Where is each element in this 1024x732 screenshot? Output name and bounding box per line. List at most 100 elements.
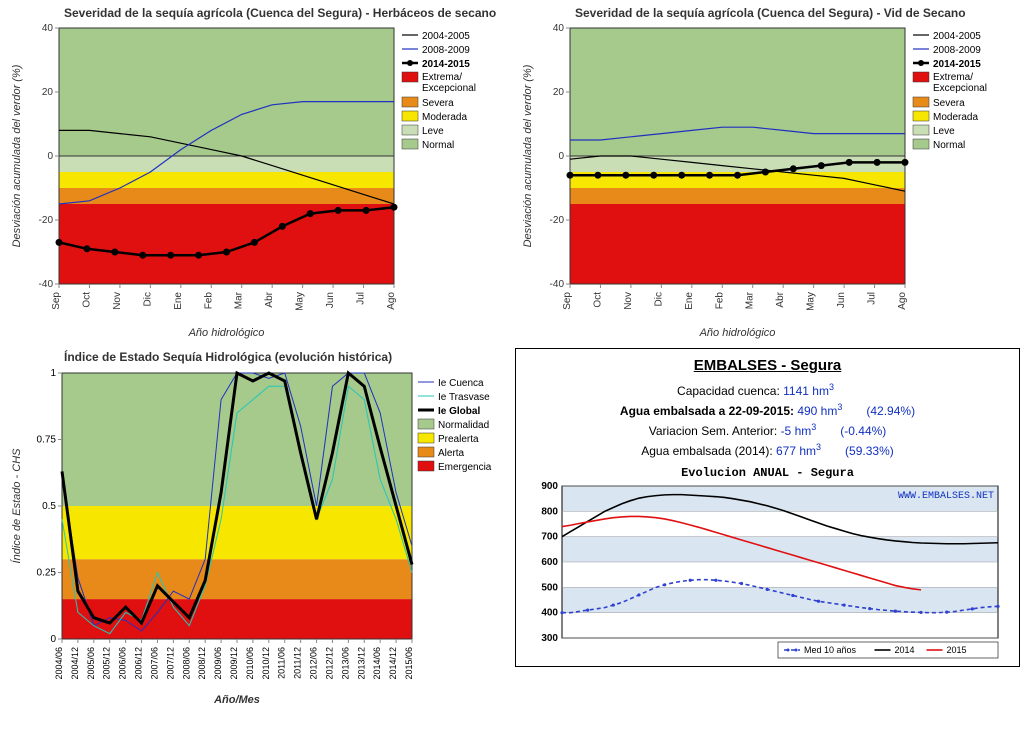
severity-band bbox=[59, 156, 394, 172]
svg-text:Normal: Normal bbox=[933, 140, 965, 151]
svg-text:Jul: Jul bbox=[356, 292, 367, 305]
svg-text:0: 0 bbox=[47, 151, 53, 162]
svg-text:400: 400 bbox=[541, 608, 558, 619]
svg-text:2009/06: 2009/06 bbox=[213, 647, 223, 680]
embalses-chart-svg: 300400500600700800900WWW.EMBALSES.NETMed… bbox=[526, 482, 1004, 662]
svg-text:Ie Global: Ie Global bbox=[438, 406, 480, 417]
series-marker bbox=[734, 172, 741, 179]
severity-band bbox=[59, 204, 394, 284]
svg-text:Excepcional: Excepcional bbox=[422, 83, 476, 94]
series-marker bbox=[335, 207, 342, 214]
embalses-row: Capacidad cuenca: 1141 hm3 bbox=[526, 382, 1009, 398]
svg-text:Ene: Ene bbox=[173, 292, 184, 310]
svg-text:Excepcional: Excepcional bbox=[933, 83, 987, 94]
svg-text:Mar: Mar bbox=[234, 292, 245, 310]
index-band bbox=[62, 373, 412, 506]
index-band bbox=[62, 506, 412, 559]
svg-text:May: May bbox=[295, 292, 306, 311]
series-marker bbox=[818, 162, 825, 169]
severity-band bbox=[59, 28, 394, 156]
svg-text:2008/06: 2008/06 bbox=[181, 647, 191, 680]
svg-text:2015: 2015 bbox=[947, 645, 967, 655]
svg-text:Nov: Nov bbox=[623, 292, 634, 310]
chart-title: Severidad de la sequía agrícola (Cuenca … bbox=[575, 6, 1020, 20]
svg-text:2010/12: 2010/12 bbox=[261, 647, 271, 680]
svg-text:2006/12: 2006/12 bbox=[134, 647, 144, 680]
series-marker bbox=[167, 252, 174, 259]
chart-svg: -40-2002040SepOctNovDicEneFebMarAbrMayJu… bbox=[4, 22, 504, 342]
series-marker bbox=[650, 172, 657, 179]
svg-text:2004-2005: 2004-2005 bbox=[933, 31, 981, 42]
svg-text:Normalidad: Normalidad bbox=[438, 420, 489, 431]
svg-text:Ie Trasvase: Ie Trasvase bbox=[438, 392, 490, 403]
svg-text:Ie Cuenca: Ie Cuenca bbox=[438, 378, 484, 389]
svg-text:600: 600 bbox=[541, 557, 558, 568]
svg-text:2015/06: 2015/06 bbox=[404, 647, 414, 680]
svg-text:Alerta: Alerta bbox=[438, 448, 465, 459]
svg-text:2014: 2014 bbox=[895, 645, 915, 655]
svg-text:Nov: Nov bbox=[112, 292, 123, 310]
series-marker bbox=[307, 210, 314, 217]
svg-text:Med 10 años: Med 10 años bbox=[804, 645, 857, 655]
svg-text:Ago: Ago bbox=[386, 292, 397, 310]
svg-text:2013/12: 2013/12 bbox=[356, 647, 366, 680]
svg-text:Feb: Feb bbox=[203, 292, 214, 310]
severity-band bbox=[570, 156, 905, 172]
svg-text:Mar: Mar bbox=[745, 292, 756, 310]
series-marker bbox=[902, 159, 909, 166]
svg-text:Año hidrológico: Año hidrológico bbox=[188, 327, 265, 339]
chart-herbaceos: Severidad de la sequía agrícola (Cuenca … bbox=[4, 4, 509, 342]
series-marker bbox=[56, 239, 63, 246]
series-marker bbox=[622, 172, 629, 179]
svg-text:2014/06: 2014/06 bbox=[372, 647, 382, 680]
svg-text:40: 40 bbox=[42, 23, 54, 34]
embalses-row: Variacion Sem. Anterior: -5 hm3(-0.44%) bbox=[526, 422, 1009, 438]
svg-text:Prealerta: Prealerta bbox=[438, 434, 479, 445]
svg-text:Jun: Jun bbox=[836, 292, 847, 308]
series-marker bbox=[846, 159, 853, 166]
severity-band bbox=[570, 188, 905, 204]
embalses-row: Agua embalsada (2014): 677 hm3(59.33%) bbox=[526, 442, 1009, 458]
chart-vid: Severidad de la sequía agrícola (Cuenca … bbox=[515, 4, 1020, 342]
svg-text:1: 1 bbox=[50, 368, 56, 379]
series-marker bbox=[279, 223, 286, 230]
series-marker bbox=[874, 159, 881, 166]
svg-text:Moderada: Moderada bbox=[422, 112, 467, 123]
svg-text:20: 20 bbox=[553, 87, 565, 98]
svg-text:Leve: Leve bbox=[933, 126, 955, 137]
svg-text:0: 0 bbox=[50, 634, 56, 645]
severity-band bbox=[570, 28, 905, 156]
series-marker bbox=[391, 204, 398, 211]
svg-text:Abr: Abr bbox=[775, 292, 786, 308]
svg-text:2008/12: 2008/12 bbox=[197, 647, 207, 680]
series-marker bbox=[251, 239, 258, 246]
svg-text:2014-2015: 2014-2015 bbox=[933, 59, 981, 70]
svg-text:2009/12: 2009/12 bbox=[229, 647, 239, 680]
svg-text:2007/06: 2007/06 bbox=[149, 647, 159, 680]
series-marker bbox=[567, 172, 574, 179]
svg-text:Leve: Leve bbox=[422, 126, 444, 137]
svg-text:Dic: Dic bbox=[142, 292, 153, 306]
svg-text:Ene: Ene bbox=[684, 292, 695, 310]
svg-text:2008-2009: 2008-2009 bbox=[933, 45, 981, 56]
svg-text:2005/12: 2005/12 bbox=[102, 647, 112, 680]
svg-text:Oct: Oct bbox=[592, 292, 603, 308]
embalses-row: Agua embalsada a 22-09-2015: 490 hm3(42.… bbox=[526, 402, 1009, 418]
series-marker bbox=[83, 246, 90, 253]
svg-text:Oct: Oct bbox=[81, 292, 92, 308]
svg-text:Dic: Dic bbox=[653, 292, 664, 306]
svg-text:40: 40 bbox=[553, 23, 565, 34]
chart-title: Severidad de la sequía agrícola (Cuenca … bbox=[64, 6, 509, 20]
svg-text:2006/06: 2006/06 bbox=[118, 647, 128, 680]
svg-text:2005/06: 2005/06 bbox=[86, 647, 96, 680]
embalses-subtitle: Evolucion ANUAL - Segura bbox=[526, 466, 1009, 480]
chart-title: Índice de Estado Sequía Hidrológica (evo… bbox=[64, 350, 509, 364]
svg-text:-40: -40 bbox=[39, 279, 54, 290]
svg-text:-40: -40 bbox=[550, 279, 565, 290]
svg-text:May: May bbox=[806, 292, 817, 311]
svg-text:Jun: Jun bbox=[325, 292, 336, 308]
svg-text:2012/06: 2012/06 bbox=[309, 647, 319, 680]
svg-text:Normal: Normal bbox=[422, 140, 454, 151]
svg-text:2004/06: 2004/06 bbox=[54, 647, 64, 680]
svg-text:20: 20 bbox=[42, 87, 54, 98]
